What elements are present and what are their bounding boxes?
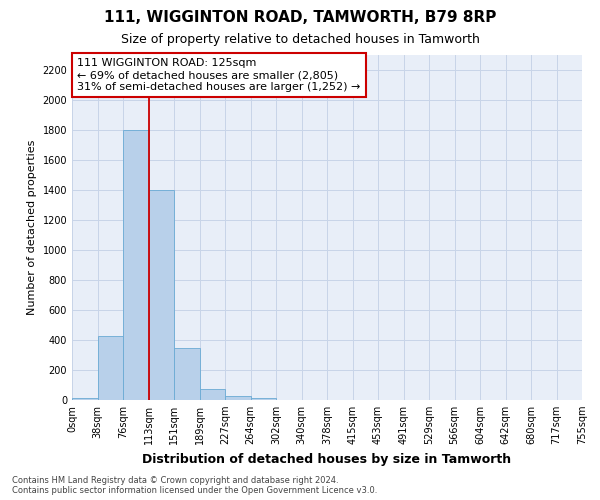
- Bar: [149, 190, 174, 400]
- Bar: [199, 389, 225, 400]
- Y-axis label: Number of detached properties: Number of detached properties: [27, 140, 37, 315]
- Bar: [72, 398, 97, 400]
- Text: Contains HM Land Registry data © Crown copyright and database right 2024.
Contai: Contains HM Land Registry data © Crown c…: [12, 476, 377, 495]
- Text: 111, WIGGINTON ROAD, TAMWORTH, B79 8RP: 111, WIGGINTON ROAD, TAMWORTH, B79 8RP: [104, 10, 496, 25]
- X-axis label: Distribution of detached houses by size in Tamworth: Distribution of detached houses by size …: [142, 452, 512, 466]
- Bar: [174, 348, 199, 400]
- Text: 111 WIGGINTON ROAD: 125sqm
← 69% of detached houses are smaller (2,805)
31% of s: 111 WIGGINTON ROAD: 125sqm ← 69% of deta…: [77, 58, 361, 92]
- Bar: [97, 336, 123, 400]
- Bar: [251, 398, 276, 400]
- Bar: [123, 130, 149, 400]
- Bar: [225, 396, 251, 400]
- Text: Size of property relative to detached houses in Tamworth: Size of property relative to detached ho…: [121, 32, 479, 46]
